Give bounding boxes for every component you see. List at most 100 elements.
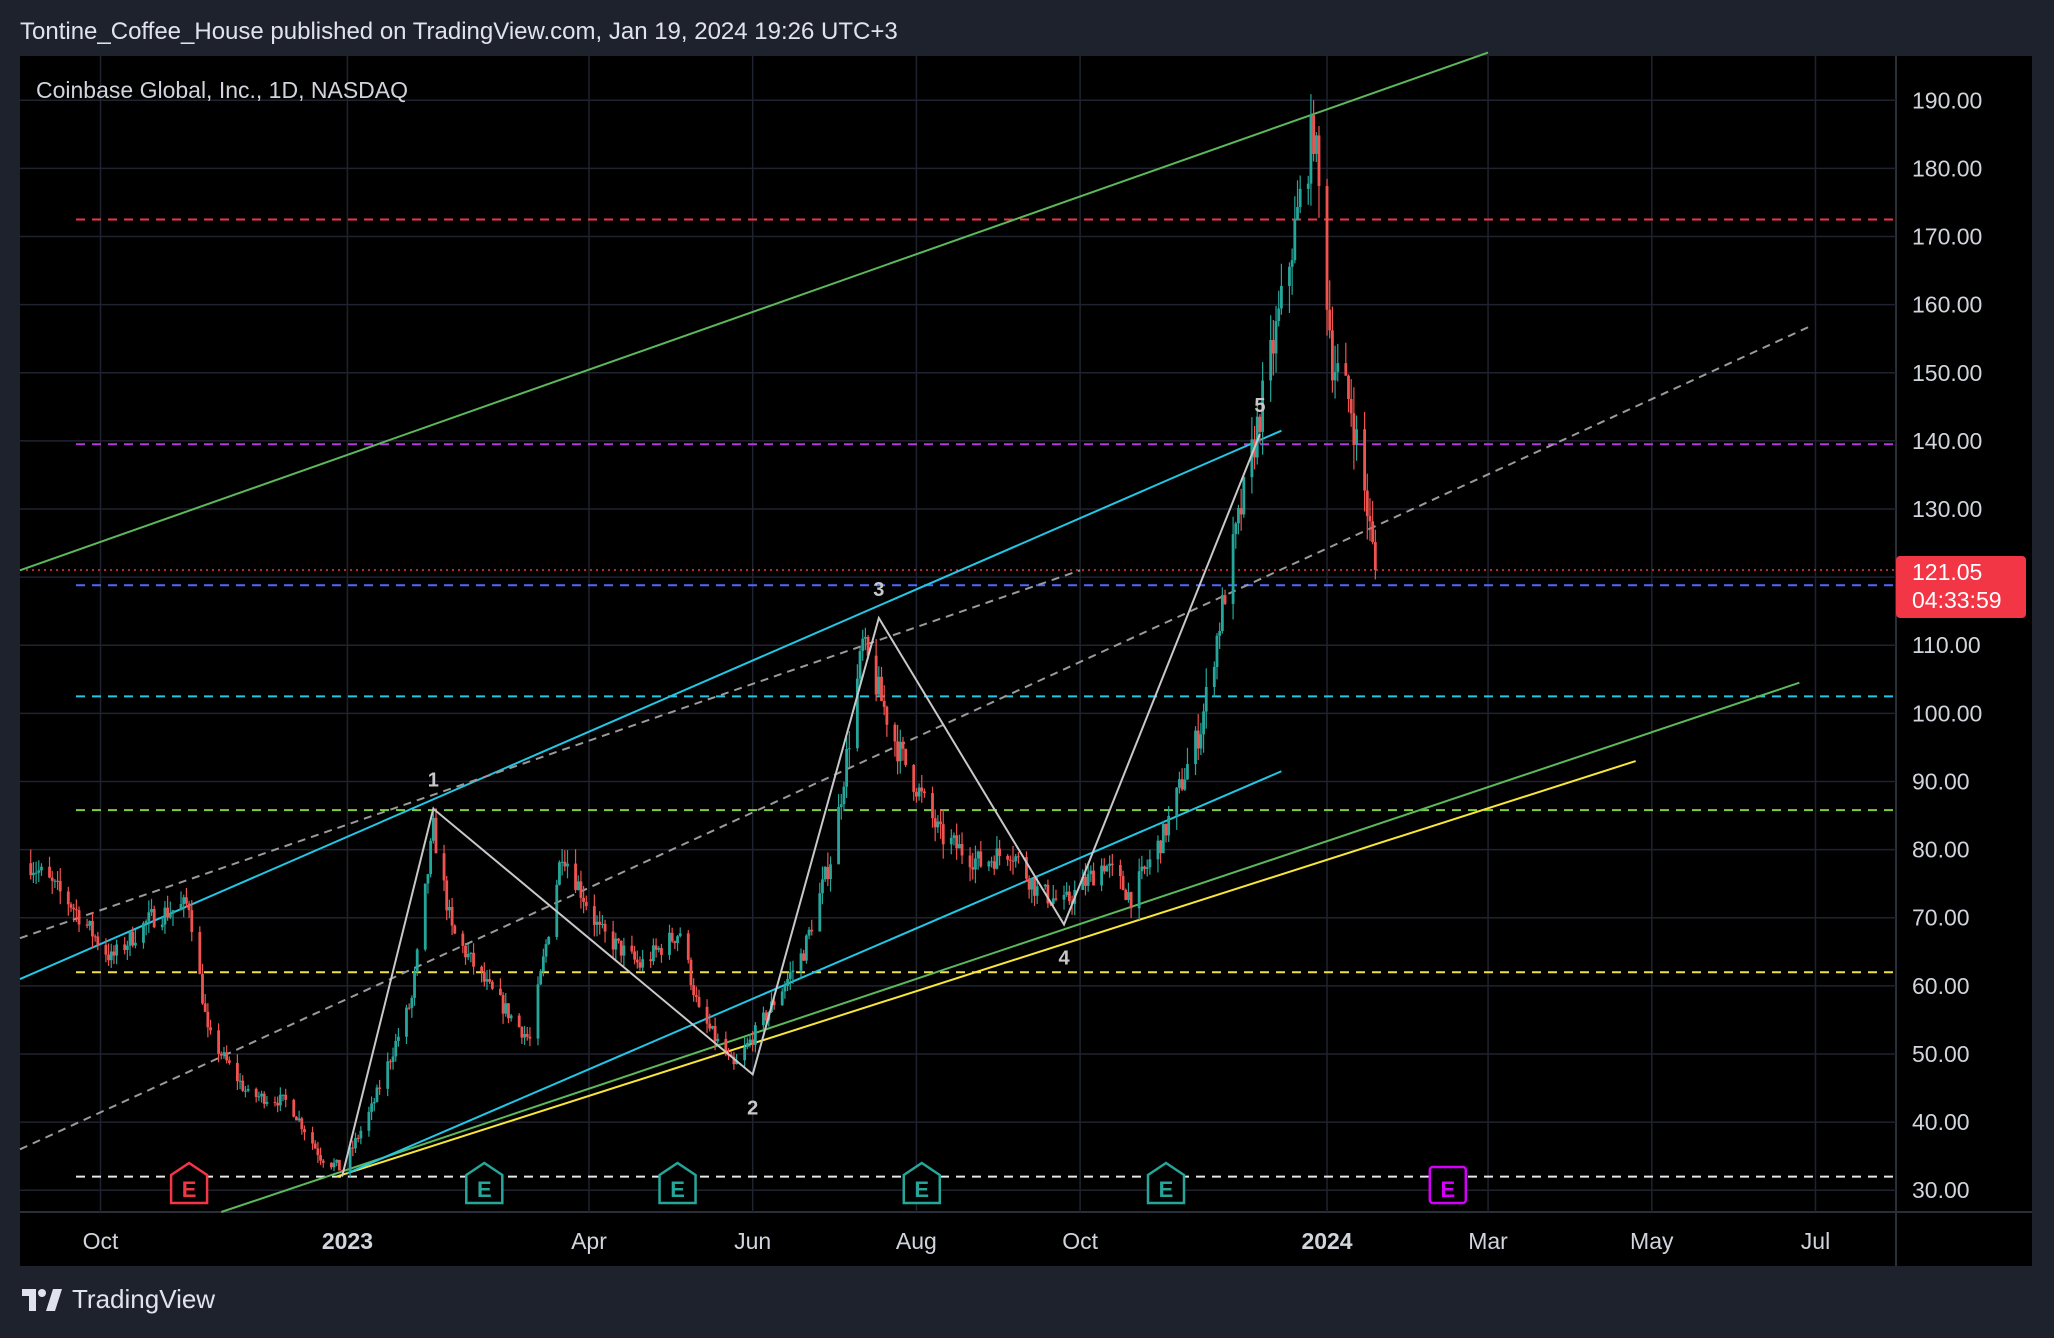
candle-body[interactable] <box>584 901 588 907</box>
candle-body[interactable] <box>839 804 843 808</box>
candle-body[interactable] <box>630 945 634 952</box>
candle-body[interactable] <box>915 791 918 797</box>
candle-body[interactable] <box>1223 595 1227 604</box>
earnings-badge[interactable] <box>169 1161 209 1205</box>
candle-body[interactable] <box>1194 730 1197 765</box>
candle-body[interactable] <box>987 861 991 867</box>
candle-body[interactable] <box>877 676 881 695</box>
candle-body[interactable] <box>1202 711 1205 735</box>
candle-body[interactable] <box>614 938 618 950</box>
candle-body[interactable] <box>319 1155 322 1161</box>
candle-body[interactable] <box>788 972 792 979</box>
candle-body[interactable] <box>541 956 545 972</box>
candle-body[interactable] <box>1309 115 1313 184</box>
candle-body[interactable] <box>1092 870 1095 886</box>
candle-body[interactable] <box>171 910 175 914</box>
candle-body[interactable] <box>547 936 551 945</box>
candle-body[interactable] <box>882 700 886 707</box>
candle-body[interactable] <box>448 907 451 911</box>
candle-body[interactable] <box>160 924 164 928</box>
cyan-upper-line[interactable] <box>19 429 1282 980</box>
candle-body[interactable] <box>1347 375 1350 400</box>
candle-body[interactable] <box>134 942 137 946</box>
candle-body[interactable] <box>558 862 561 885</box>
candle-body[interactable] <box>1081 876 1085 890</box>
candle-body[interactable] <box>507 1003 510 1019</box>
candle-body[interactable] <box>520 1027 524 1038</box>
candle-body[interactable] <box>622 945 626 956</box>
candle-body[interactable] <box>69 904 73 908</box>
candle-body[interactable] <box>278 1094 282 1106</box>
candle-body[interactable] <box>786 978 789 986</box>
candle-body[interactable] <box>641 959 645 968</box>
time-axis[interactable] <box>20 1212 2032 1266</box>
candle-body[interactable] <box>539 971 543 985</box>
candle-body[interactable] <box>1046 884 1050 904</box>
candle-body[interactable] <box>971 867 975 870</box>
candle-body[interactable] <box>225 1052 229 1061</box>
candle-body[interactable] <box>1108 863 1112 866</box>
candle-body[interactable] <box>724 1038 728 1055</box>
candle-body[interactable] <box>1110 863 1114 866</box>
candle-body[interactable] <box>1127 892 1130 900</box>
candle-body[interactable] <box>1365 490 1369 517</box>
candle-body[interactable] <box>348 1147 352 1171</box>
candle-body[interactable] <box>367 1111 371 1131</box>
candle-body[interactable] <box>480 966 484 972</box>
candle-body[interactable] <box>48 866 51 878</box>
candle-body[interactable] <box>53 880 57 882</box>
candle-body[interactable] <box>198 932 202 975</box>
candle-body[interactable] <box>858 651 862 679</box>
candle-body[interactable] <box>29 863 33 876</box>
candle-body[interactable] <box>431 817 435 841</box>
earnings-marker[interactable]: E <box>902 1161 942 1205</box>
candle-body[interactable] <box>1167 815 1171 836</box>
candle-body[interactable] <box>445 880 449 911</box>
candle-body[interactable] <box>842 786 846 805</box>
candle-body[interactable] <box>917 787 921 797</box>
grey-dashed-upper-line[interactable] <box>19 569 1081 940</box>
candle-body[interactable] <box>1156 840 1160 860</box>
plot-area[interactable] <box>20 56 1896 1212</box>
candle-body[interactable] <box>1328 309 1332 331</box>
candle-body[interactable] <box>780 991 784 1006</box>
candle-body[interactable] <box>955 835 959 849</box>
candle-body[interactable] <box>772 1001 776 1006</box>
candle-body[interactable] <box>939 821 942 825</box>
wave-path-polyline[interactable] <box>341 433 1261 1177</box>
candle-body[interactable] <box>58 880 62 892</box>
candle-body[interactable] <box>931 793 934 819</box>
candle-body[interactable] <box>1124 889 1128 900</box>
candle-body[interactable] <box>1180 779 1184 790</box>
candle-body[interactable] <box>525 1034 529 1037</box>
candle-body[interactable] <box>184 897 188 904</box>
candle-body[interactable] <box>807 929 811 936</box>
candle-body[interactable] <box>762 1012 765 1026</box>
candle-body[interactable] <box>260 1093 263 1097</box>
earnings-marker[interactable]: E <box>169 1161 209 1205</box>
candle-body[interactable] <box>501 994 505 1014</box>
candle-body[interactable] <box>523 1034 526 1038</box>
candle-body[interactable] <box>1143 866 1146 869</box>
candle-body[interactable] <box>262 1093 266 1104</box>
candle-body[interactable] <box>635 959 639 963</box>
candle-body[interactable] <box>1215 635 1219 667</box>
candle-body[interactable] <box>1306 183 1310 189</box>
candle-body[interactable] <box>563 861 567 867</box>
candle-body[interactable] <box>356 1137 360 1139</box>
candle-body[interactable] <box>426 874 430 884</box>
candle-body[interactable] <box>560 861 564 863</box>
candle-body[interactable] <box>1065 891 1069 895</box>
candle-body[interactable] <box>1014 856 1018 862</box>
candle-body[interactable] <box>179 904 183 911</box>
candle-body[interactable] <box>150 909 153 913</box>
candle-body[interactable] <box>1280 285 1283 309</box>
candle-body[interactable] <box>453 925 457 934</box>
candle-body[interactable] <box>442 853 446 881</box>
candle-body[interactable] <box>692 985 696 996</box>
candle-body[interactable] <box>592 906 596 925</box>
candle-body[interactable] <box>633 951 636 960</box>
candle-body[interactable] <box>904 748 908 765</box>
candle-body[interactable] <box>131 931 135 946</box>
earnings-badge[interactable] <box>1428 1165 1468 1205</box>
